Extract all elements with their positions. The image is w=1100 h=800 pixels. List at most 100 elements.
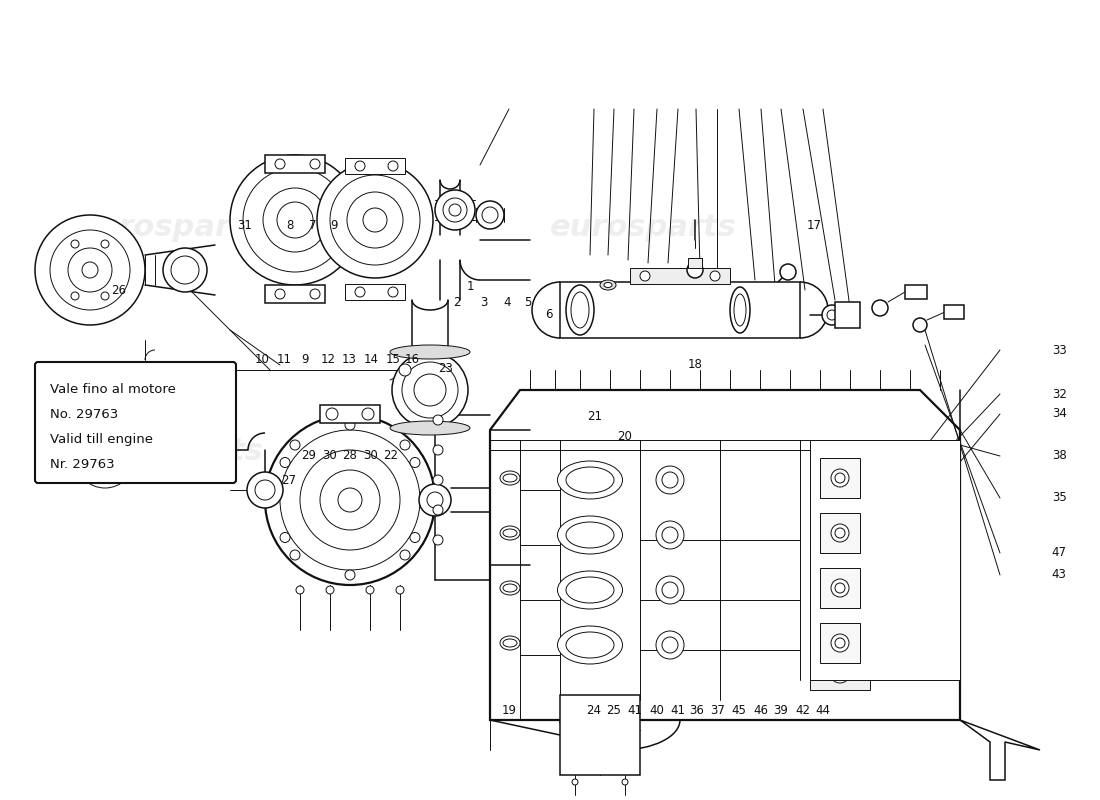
Circle shape [263, 188, 327, 252]
Circle shape [230, 155, 360, 285]
Circle shape [345, 420, 355, 430]
Text: 21: 21 [587, 410, 603, 422]
FancyBboxPatch shape [35, 362, 236, 483]
Ellipse shape [503, 529, 517, 537]
Ellipse shape [390, 421, 470, 435]
Text: eurosparts: eurosparts [77, 438, 264, 466]
Circle shape [392, 352, 468, 428]
Circle shape [326, 408, 338, 420]
Circle shape [275, 289, 285, 299]
Circle shape [433, 535, 443, 545]
Circle shape [400, 550, 410, 560]
Circle shape [482, 207, 498, 223]
Circle shape [476, 201, 504, 229]
Ellipse shape [558, 571, 623, 609]
Circle shape [572, 779, 578, 785]
Circle shape [72, 292, 79, 300]
Circle shape [913, 318, 927, 332]
Ellipse shape [390, 345, 470, 359]
Circle shape [835, 528, 845, 538]
Text: Nr. 29763: Nr. 29763 [50, 458, 114, 471]
Ellipse shape [566, 632, 614, 658]
Circle shape [346, 192, 403, 248]
Circle shape [410, 458, 420, 467]
Bar [265, 155, 324, 173]
Text: Valid till engine: Valid till engine [50, 433, 153, 446]
Ellipse shape [503, 639, 517, 647]
Circle shape [68, 248, 112, 292]
Circle shape [662, 582, 678, 598]
Circle shape [822, 305, 842, 325]
Circle shape [170, 256, 199, 284]
Text: 10: 10 [254, 353, 270, 366]
Circle shape [82, 262, 98, 278]
Bar [265, 285, 324, 303]
Bar [688, 258, 702, 268]
Ellipse shape [734, 294, 746, 326]
Text: 5: 5 [525, 296, 531, 309]
Text: 32: 32 [1052, 388, 1067, 401]
Text: 40: 40 [649, 704, 664, 717]
Text: 24: 24 [586, 704, 602, 717]
Ellipse shape [600, 280, 616, 290]
Circle shape [656, 466, 684, 494]
Circle shape [830, 563, 850, 583]
Circle shape [72, 240, 79, 248]
Circle shape [780, 264, 796, 280]
Circle shape [656, 576, 684, 604]
Text: 43: 43 [1052, 568, 1067, 581]
Circle shape [835, 583, 845, 593]
Text: 22: 22 [383, 450, 398, 462]
Circle shape [402, 362, 458, 418]
Circle shape [362, 408, 374, 420]
Circle shape [277, 202, 313, 238]
Circle shape [662, 637, 678, 653]
Circle shape [830, 469, 849, 487]
Bar [835, 302, 860, 328]
Text: 31: 31 [236, 219, 252, 232]
Circle shape [355, 287, 365, 297]
Bar [810, 555, 870, 590]
Text: 1: 1 [468, 280, 474, 293]
Circle shape [290, 550, 300, 560]
Circle shape [830, 663, 850, 683]
Circle shape [310, 159, 320, 169]
Circle shape [399, 364, 411, 376]
Text: eurosparts: eurosparts [550, 438, 737, 466]
Text: eurosparts: eurosparts [550, 214, 737, 242]
Ellipse shape [730, 287, 750, 333]
Bar [810, 505, 870, 540]
Text: 46: 46 [754, 704, 769, 717]
Bar [810, 440, 960, 680]
Text: 17: 17 [806, 219, 822, 232]
Ellipse shape [500, 581, 520, 595]
Text: 42: 42 [795, 704, 811, 717]
Bar [820, 623, 860, 663]
Circle shape [101, 292, 109, 300]
Text: 27: 27 [280, 474, 296, 486]
Circle shape [280, 458, 290, 467]
Text: 13: 13 [341, 353, 356, 366]
Circle shape [330, 175, 420, 265]
Text: 34: 34 [1052, 407, 1067, 420]
Circle shape [433, 415, 443, 425]
Circle shape [621, 779, 628, 785]
Circle shape [656, 631, 684, 659]
Circle shape [710, 271, 720, 281]
Circle shape [85, 438, 125, 478]
Bar [905, 285, 927, 299]
Bar [944, 305, 964, 319]
Circle shape [345, 570, 355, 580]
Text: 45: 45 [732, 704, 747, 717]
Circle shape [290, 440, 300, 450]
Text: 37: 37 [710, 704, 725, 717]
Circle shape [355, 161, 365, 171]
Circle shape [400, 440, 410, 450]
Circle shape [427, 492, 443, 508]
Ellipse shape [500, 471, 520, 485]
Ellipse shape [503, 474, 517, 482]
Ellipse shape [566, 522, 614, 548]
Text: 7: 7 [309, 219, 316, 232]
Text: 15: 15 [385, 353, 400, 366]
Text: 25: 25 [606, 704, 621, 717]
